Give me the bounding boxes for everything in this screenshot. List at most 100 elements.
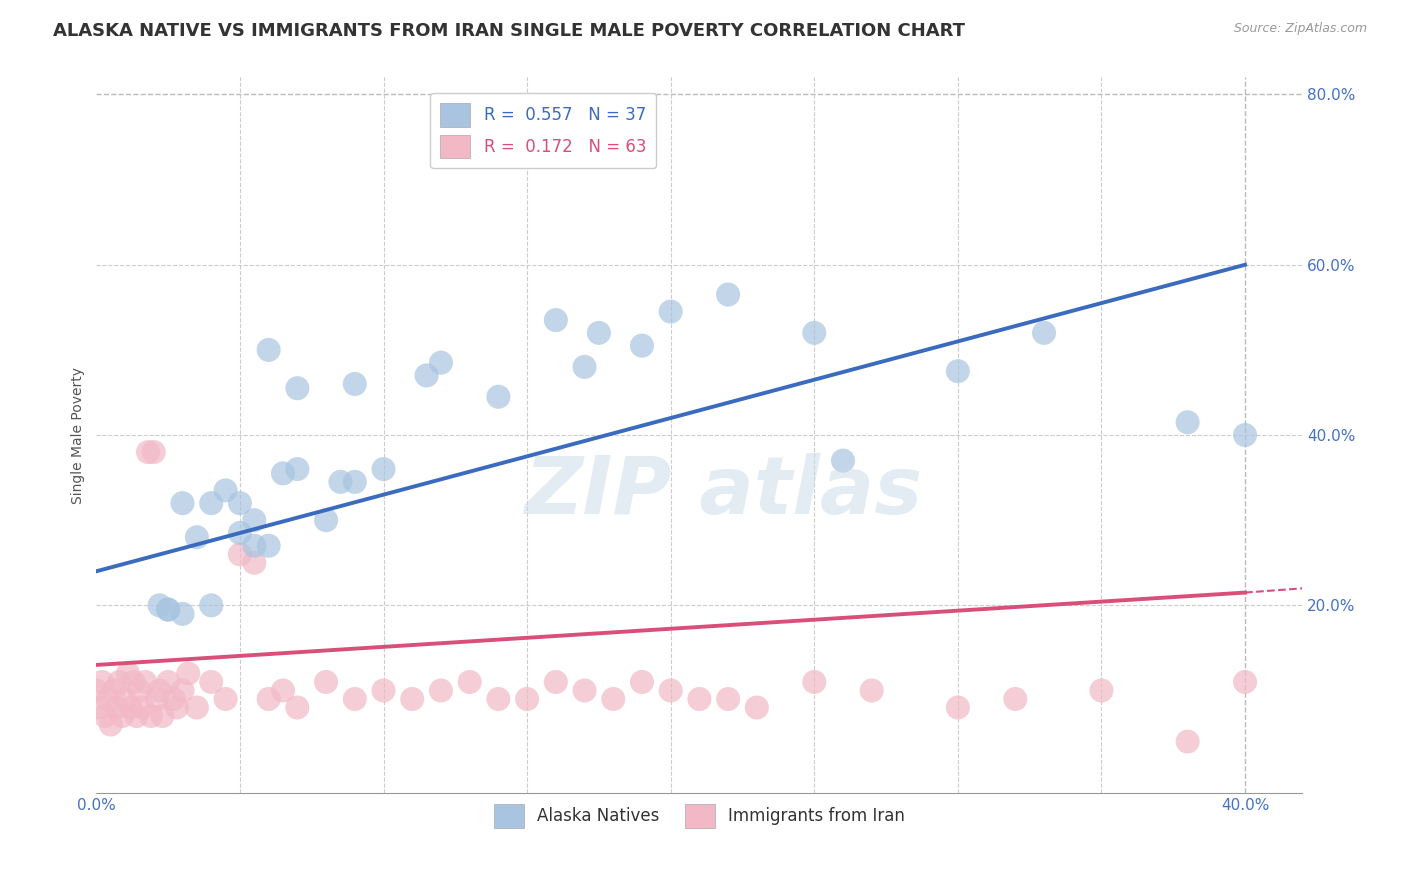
Point <box>145 692 167 706</box>
Point <box>163 692 186 706</box>
Point <box>832 453 855 467</box>
Point <box>516 692 538 706</box>
Point <box>125 709 148 723</box>
Point <box>1177 415 1199 429</box>
Point <box>415 368 437 383</box>
Point <box>257 692 280 706</box>
Point <box>458 675 481 690</box>
Point <box>544 675 567 690</box>
Point <box>157 602 180 616</box>
Point <box>172 496 194 510</box>
Point <box>186 530 208 544</box>
Point <box>315 675 337 690</box>
Point <box>588 326 610 340</box>
Point <box>157 602 180 616</box>
Point <box>148 683 170 698</box>
Text: Source: ZipAtlas.com: Source: ZipAtlas.com <box>1233 22 1367 36</box>
Point <box>602 692 624 706</box>
Point <box>430 356 453 370</box>
Point <box>131 700 153 714</box>
Point <box>177 666 200 681</box>
Point <box>401 692 423 706</box>
Point <box>166 700 188 714</box>
Point <box>1033 326 1056 340</box>
Point <box>659 304 682 318</box>
Point <box>172 607 194 621</box>
Point <box>287 381 309 395</box>
Point <box>1004 692 1026 706</box>
Point <box>1177 734 1199 748</box>
Point <box>486 390 509 404</box>
Point <box>214 483 236 498</box>
Text: ZIP atlas: ZIP atlas <box>524 453 922 532</box>
Point <box>631 675 654 690</box>
Point <box>315 513 337 527</box>
Point <box>1234 675 1257 690</box>
Point <box>486 692 509 706</box>
Point <box>229 547 252 561</box>
Point <box>343 692 366 706</box>
Point <box>946 364 969 378</box>
Point <box>946 700 969 714</box>
Point <box>139 709 162 723</box>
Point <box>122 675 145 690</box>
Point <box>631 338 654 352</box>
Legend: Alaska Natives, Immigrants from Iran: Alaska Natives, Immigrants from Iran <box>488 797 911 834</box>
Point <box>574 683 596 698</box>
Point <box>229 496 252 510</box>
Point <box>373 462 395 476</box>
Point <box>243 556 266 570</box>
Text: ALASKA NATIVE VS IMMIGRANTS FROM IRAN SINGLE MALE POVERTY CORRELATION CHART: ALASKA NATIVE VS IMMIGRANTS FROM IRAN SI… <box>53 22 966 40</box>
Point <box>142 445 165 459</box>
Point <box>148 599 170 613</box>
Point <box>574 359 596 374</box>
Point <box>717 692 740 706</box>
Point <box>108 675 131 690</box>
Point <box>373 683 395 698</box>
Point <box>343 475 366 489</box>
Point <box>97 692 120 706</box>
Point <box>287 462 309 476</box>
Point <box>200 599 222 613</box>
Point <box>860 683 883 698</box>
Point <box>271 467 294 481</box>
Point <box>86 683 108 698</box>
Point <box>94 709 117 723</box>
Point <box>128 683 150 698</box>
Point <box>329 475 352 489</box>
Point <box>257 539 280 553</box>
Point <box>745 700 768 714</box>
Point <box>243 513 266 527</box>
Point <box>172 683 194 698</box>
Point <box>243 539 266 553</box>
Point <box>114 692 136 706</box>
Point <box>229 525 252 540</box>
Point <box>117 666 139 681</box>
Point <box>1090 683 1112 698</box>
Point <box>152 709 174 723</box>
Point <box>157 675 180 690</box>
Point <box>803 326 825 340</box>
Point <box>257 343 280 357</box>
Point <box>136 445 159 459</box>
Point <box>659 683 682 698</box>
Point <box>544 313 567 327</box>
Point <box>1234 428 1257 442</box>
Point <box>430 683 453 698</box>
Point <box>271 683 294 698</box>
Point <box>688 692 710 706</box>
Point <box>105 700 128 714</box>
Point <box>343 376 366 391</box>
Point <box>120 700 142 714</box>
Point <box>200 496 222 510</box>
Point <box>100 717 122 731</box>
Point <box>287 700 309 714</box>
Point <box>111 709 134 723</box>
Point <box>89 700 111 714</box>
Point <box>717 287 740 301</box>
Point <box>200 675 222 690</box>
Point <box>91 675 114 690</box>
Point <box>103 683 125 698</box>
Y-axis label: Single Male Poverty: Single Male Poverty <box>72 367 86 504</box>
Point <box>134 675 156 690</box>
